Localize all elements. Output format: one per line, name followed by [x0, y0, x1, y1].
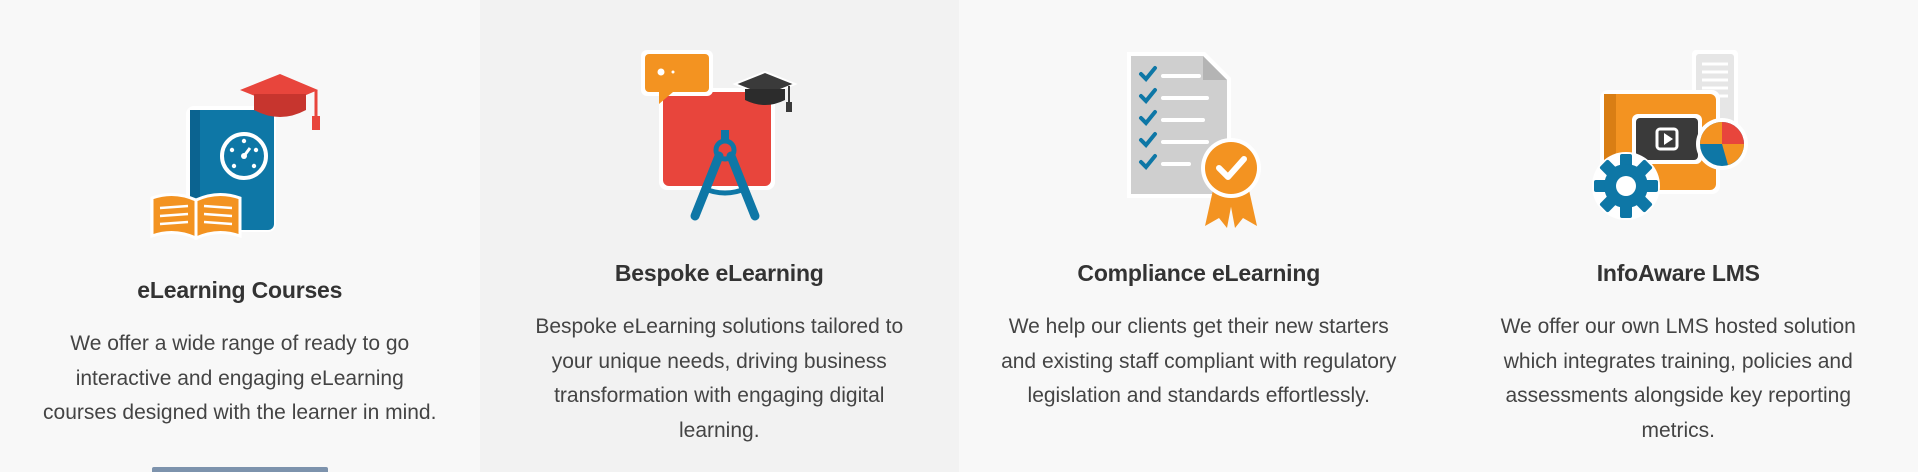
card-description: We help our clients get their new starte… — [1001, 315, 1397, 407]
checklist-certificate-icon — [959, 50, 1439, 230]
service-card-elearning-courses: eLearning Courses We offer a wide range … — [0, 0, 480, 472]
book-graduation-cap-icon — [0, 70, 480, 240]
service-card-infoaware-lms: InfoAware LMS We offer our own LMS hoste… — [1438, 0, 1918, 472]
board-compass-icon — [480, 48, 960, 228]
card-description: Bespoke eLearning solutions tailored to … — [535, 315, 904, 442]
card-title: Bespoke eLearning — [614, 260, 824, 286]
card-title: InfoAware LMS — [1596, 260, 1760, 286]
card-description: We offer our own LMS hosted solution whi… — [1500, 315, 1856, 442]
lms-dashboard-icon — [1439, 48, 1918, 228]
card-title: Compliance eLearning — [1077, 260, 1321, 286]
learn-more-button[interactable] — [152, 467, 328, 472]
card-description: We offer a wide range of ready to go int… — [43, 332, 437, 424]
service-card-bespoke-elearning: Bespoke eLearning Bespoke eLearning solu… — [479, 0, 960, 472]
service-card-compliance-elearning: Compliance eLearning We help our clients… — [959, 0, 1439, 472]
card-title: eLearning Courses — [137, 277, 343, 303]
